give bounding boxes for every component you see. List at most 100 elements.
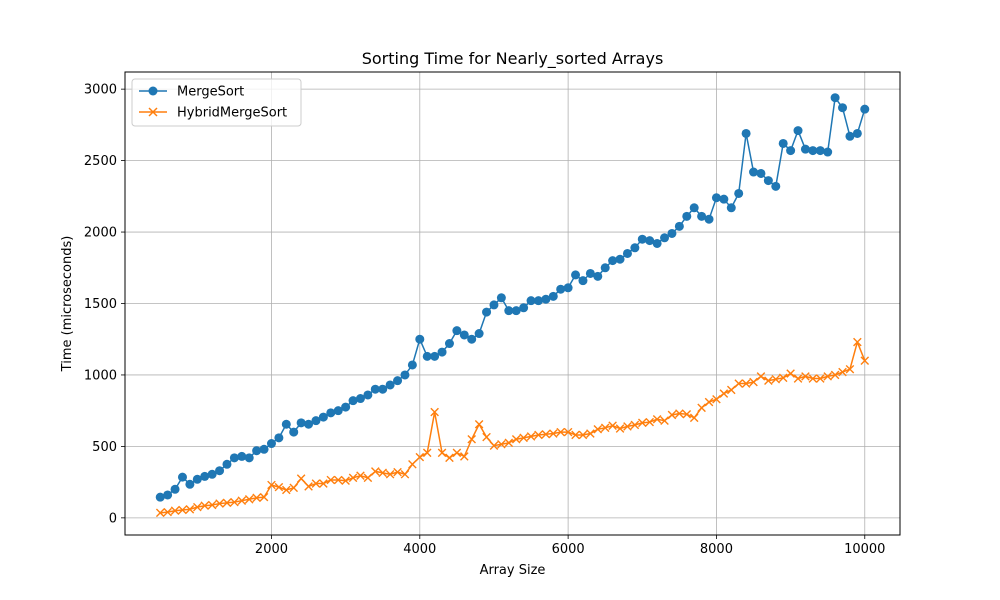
data-point-hybridmergesort <box>786 369 795 378</box>
data-point-mergesort <box>719 194 729 204</box>
data-point-hybridmergesort <box>578 430 588 440</box>
data-point-mergesort <box>155 492 165 502</box>
data-point-mergesort <box>163 490 173 500</box>
data-point-hybridmergesort <box>163 507 172 517</box>
data-point-mergesort <box>630 243 640 253</box>
data-point-mergesort <box>756 168 766 178</box>
data-point-hybridmergesort <box>652 414 662 424</box>
data-point-mergesort <box>415 334 425 344</box>
data-point-hybridmergesort <box>326 475 336 485</box>
data-point-hybridmergesort <box>541 429 551 439</box>
data-point-mergesort <box>674 221 684 231</box>
data-point-hybridmergesort <box>756 372 766 381</box>
data-point-mergesort <box>845 131 855 141</box>
x-axis-label: Array Size <box>480 563 546 578</box>
data-point-mergesort <box>652 238 662 248</box>
data-point-hybridmergesort <box>393 467 402 477</box>
data-point-mergesort <box>763 176 773 186</box>
data-point-mergesort <box>215 466 225 476</box>
data-point-mergesort <box>808 146 818 156</box>
y-tick-label: 1000 <box>84 368 117 383</box>
data-point-mergesort <box>571 270 581 280</box>
data-point-hybridmergesort <box>207 500 217 510</box>
data-point-hybridmergesort <box>348 473 358 483</box>
data-point-mergesort <box>459 330 469 340</box>
data-point-hybridmergesort <box>445 453 454 463</box>
data-point-hybridmergesort <box>319 479 328 488</box>
data-point-mergesort <box>177 472 187 482</box>
data-point-mergesort <box>860 104 870 114</box>
x-tick-label: 8000 <box>700 542 733 557</box>
data-point-mergesort <box>838 103 848 113</box>
grid <box>125 72 900 535</box>
data-point-mergesort <box>734 188 744 198</box>
data-point-mergesort <box>378 384 388 394</box>
data-point-hybridmergesort <box>526 432 536 441</box>
data-point-hybridmergesort <box>467 434 477 444</box>
data-point-hybridmergesort <box>571 430 580 440</box>
data-point-hybridmergesort <box>385 469 395 479</box>
data-point-hybridmergesort <box>615 424 625 433</box>
data-point-hybridmergesort <box>719 389 729 398</box>
legend-label-hybridmergesort: HybridMergeSort <box>177 106 287 121</box>
data-point-hybridmergesort <box>712 394 721 404</box>
data-point-mergesort <box>422 351 432 361</box>
data-point-mergesort <box>615 254 625 264</box>
data-point-mergesort <box>385 380 395 390</box>
data-point-mergesort <box>793 126 803 136</box>
data-point-mergesort <box>704 214 714 224</box>
data-point-hybridmergesort <box>200 501 210 511</box>
data-point-mergesort <box>229 453 239 463</box>
data-point-hybridmergesort <box>222 498 232 508</box>
data-point-mergesort <box>185 479 195 489</box>
data-point-hybridmergesort <box>237 496 247 505</box>
data-point-mergesort <box>697 211 707 221</box>
data-point-hybridmergesort <box>586 429 595 438</box>
data-point-mergesort <box>467 334 477 344</box>
data-point-mergesort <box>430 351 440 361</box>
legend-marker-mergesort <box>148 86 158 96</box>
data-point-mergesort <box>363 390 373 400</box>
data-point-mergesort <box>496 293 506 303</box>
data-point-mergesort <box>519 303 529 313</box>
data-point-hybridmergesort <box>682 409 692 419</box>
data-point-mergesort <box>170 484 180 494</box>
data-point-mergesort <box>355 394 365 404</box>
data-point-hybridmergesort <box>608 421 617 430</box>
data-point-mergesort <box>341 402 351 412</box>
data-point-hybridmergesort <box>408 459 417 469</box>
data-point-hybridmergesort <box>808 374 818 383</box>
data-point-mergesort <box>689 203 699 213</box>
y-tick-label: 2000 <box>84 226 117 241</box>
y-tick-label: 0 <box>109 511 117 526</box>
data-point-hybridmergesort <box>259 492 269 502</box>
x-tick-label: 10000 <box>844 542 885 557</box>
data-point-hybridmergesort <box>422 448 432 458</box>
data-point-mergesort <box>741 128 751 138</box>
data-point-mergesort <box>474 329 484 339</box>
data-point-mergesort <box>304 419 314 429</box>
y-tick-label: 500 <box>92 440 117 455</box>
series-hybridmergesort <box>155 337 870 518</box>
data-point-mergesort <box>645 236 655 246</box>
data-point-hybridmergesort <box>793 374 803 383</box>
data-point-hybridmergesort <box>734 379 743 388</box>
data-point-mergesort <box>823 147 833 157</box>
data-point-mergesort <box>326 408 336 418</box>
data-point-hybridmergesort <box>548 429 558 438</box>
data-point-mergesort <box>593 271 603 281</box>
data-point-hybridmergesort <box>630 420 640 430</box>
data-point-hybridmergesort <box>497 439 506 449</box>
data-point-mergesort <box>274 433 284 443</box>
data-point-hybridmergesort <box>289 483 299 493</box>
data-point-mergesort <box>489 300 499 310</box>
data-point-hybridmergesort <box>823 372 832 381</box>
x-tick-label: 6000 <box>552 542 585 557</box>
data-point-hybridmergesort <box>304 482 313 491</box>
data-point-mergesort <box>749 167 759 177</box>
data-point-mergesort <box>437 347 447 357</box>
data-point-hybridmergesort <box>371 467 380 476</box>
data-point-hybridmergesort <box>267 480 276 490</box>
data-point-hybridmergesort <box>363 473 373 483</box>
